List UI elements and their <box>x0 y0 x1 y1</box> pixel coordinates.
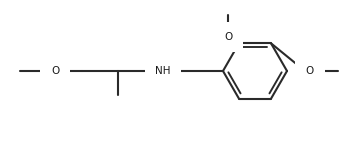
Text: O: O <box>224 32 232 42</box>
Text: O: O <box>306 66 314 76</box>
Text: O: O <box>51 66 59 76</box>
Text: NH: NH <box>155 66 171 76</box>
